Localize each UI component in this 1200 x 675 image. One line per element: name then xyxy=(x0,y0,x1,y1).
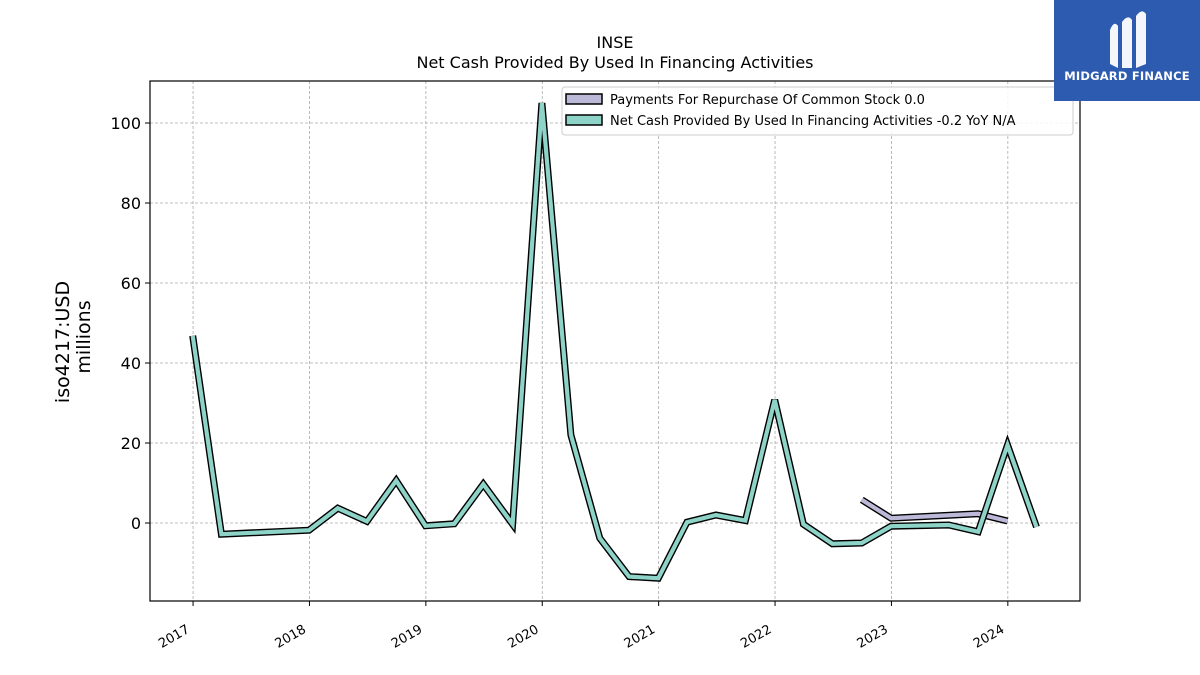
y-axis: 0 20 40 60 80 100 xyxy=(110,114,150,533)
y-tick-label: 20 xyxy=(121,434,141,453)
x-tick-label: 2021 xyxy=(622,622,658,652)
x-axis: 2017 2018 2019 2020 2021 2022 2023 2024 xyxy=(156,601,1009,652)
legend-box xyxy=(561,86,1074,136)
y-axis-label: iso4217:USD xyxy=(52,281,74,403)
x-tick-label: 2022 xyxy=(738,622,774,652)
y-tick-label: 80 xyxy=(121,194,141,213)
x-tick-label: 2024 xyxy=(971,622,1007,652)
series-outline-2 xyxy=(189,102,1040,582)
y-tick-label: 0 xyxy=(131,514,141,533)
legend: Payments For Repurchase Of Common Stock … xyxy=(561,86,1074,136)
x-tick-label: 2019 xyxy=(389,622,425,652)
brand-logo: MIDGARD FINANCE xyxy=(1054,0,1200,101)
legend-label-2: Net Cash Provided By Used In Financing A… xyxy=(610,114,1016,129)
series-line-1 xyxy=(860,498,1009,524)
y-tick-label: 40 xyxy=(121,354,141,373)
logo-text: MIDGARD FINANCE xyxy=(1064,69,1190,83)
y-tick-label: 100 xyxy=(110,114,141,133)
x-tick-label: 2020 xyxy=(505,622,541,652)
chart-title: INSE xyxy=(597,33,634,52)
chart-subtitle: Net Cash Provided By Used In Financing A… xyxy=(416,53,813,72)
x-tick-label: 2023 xyxy=(855,622,891,652)
series-line-2 xyxy=(190,102,1039,581)
x-tick-label: 2017 xyxy=(156,622,192,652)
plot-frame xyxy=(149,80,1081,602)
legend-label-1: Payments For Repurchase Of Common Stock … xyxy=(610,93,925,108)
y-tick-label: 60 xyxy=(121,274,141,293)
legend-swatch-1 xyxy=(565,93,603,105)
series-layer xyxy=(189,102,1040,582)
x-tick-label: 2018 xyxy=(273,622,309,652)
legend-swatch-2 xyxy=(565,114,603,126)
logo-mark-icon xyxy=(1110,11,1146,68)
y-axis-label-units: millions xyxy=(73,300,95,373)
